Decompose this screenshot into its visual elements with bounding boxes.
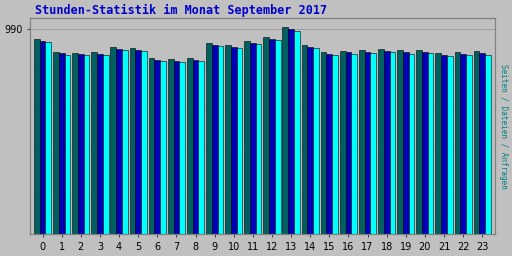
Bar [148, 58, 155, 234]
Bar [225, 45, 231, 234]
Bar [428, 53, 434, 234]
Bar [193, 59, 198, 234]
Bar [422, 52, 428, 234]
Bar [283, 27, 288, 234]
Bar [455, 52, 460, 234]
Bar [435, 53, 441, 234]
Bar [135, 50, 141, 234]
Bar [179, 62, 185, 234]
Bar [441, 55, 447, 234]
Bar [34, 39, 40, 234]
Bar [250, 43, 255, 234]
Bar [460, 54, 466, 234]
Bar [269, 39, 275, 234]
Bar [212, 45, 218, 234]
Bar [91, 52, 97, 234]
Bar [447, 56, 453, 234]
Bar [40, 41, 46, 234]
Bar [83, 55, 90, 234]
Bar [384, 51, 390, 234]
Bar [218, 46, 223, 234]
Bar [390, 52, 395, 234]
Bar [53, 52, 59, 234]
Bar [474, 51, 479, 234]
Bar [403, 52, 409, 234]
Bar [168, 59, 174, 234]
Bar [416, 50, 422, 234]
Bar [307, 47, 313, 234]
Bar [72, 53, 78, 234]
Bar [327, 54, 332, 234]
Bar [359, 50, 365, 234]
Bar [46, 42, 51, 234]
Bar [65, 55, 70, 234]
Bar [116, 49, 122, 234]
Bar [365, 52, 370, 234]
Bar [206, 43, 212, 234]
Bar [97, 54, 103, 234]
Bar [78, 54, 83, 234]
Bar [294, 31, 300, 234]
Bar [351, 54, 357, 234]
Bar [263, 37, 269, 234]
Bar [332, 55, 338, 234]
Bar [111, 47, 116, 234]
Bar [122, 50, 127, 234]
Bar [155, 60, 160, 234]
Bar [479, 53, 485, 234]
Bar [187, 58, 193, 234]
Bar [237, 48, 242, 234]
Bar [141, 51, 147, 234]
Y-axis label: Seiten / Dateien / Anfragen: Seiten / Dateien / Anfragen [499, 64, 508, 189]
Bar [130, 48, 135, 234]
Bar [244, 41, 250, 234]
Bar [198, 61, 204, 234]
Bar [321, 52, 327, 234]
Bar [409, 54, 414, 234]
Bar [370, 54, 376, 234]
Bar [288, 29, 294, 234]
Bar [174, 61, 179, 234]
Bar [302, 45, 307, 234]
Bar [231, 47, 237, 234]
Text: Stunden-Statistik im Monat September 2017: Stunden-Statistik im Monat September 201… [35, 4, 327, 17]
Bar [340, 51, 346, 234]
Bar [59, 53, 65, 234]
Bar [378, 49, 384, 234]
Bar [466, 55, 472, 234]
Bar [255, 44, 262, 234]
Bar [103, 55, 109, 234]
Bar [313, 48, 319, 234]
Bar [346, 52, 351, 234]
Bar [160, 61, 166, 234]
Bar [275, 40, 281, 234]
Bar [397, 50, 403, 234]
Bar [485, 55, 491, 234]
